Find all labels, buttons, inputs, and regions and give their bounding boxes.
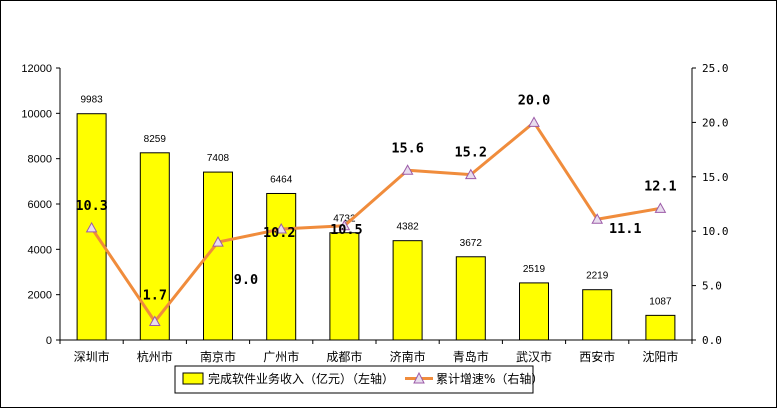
growth-point-marker [401, 164, 414, 175]
bar [266, 192, 297, 341]
growth-point-marker [654, 202, 667, 213]
legend-line-marker [413, 371, 425, 384]
bar-value-label: 1087 [649, 296, 672, 307]
growth-value-label: 10.3 [75, 198, 108, 214]
growth-value-label: 11.1 [609, 221, 642, 237]
left-axis-tick-label: 4000 [28, 244, 52, 256]
category-label: 济南市 [390, 349, 426, 364]
left-axis-tick-label: 0 [46, 335, 52, 347]
left-axis-tick-label: 2000 [28, 290, 52, 302]
bar-value-label: 6464 [270, 174, 293, 185]
category-label: 西安市 [579, 349, 615, 364]
growth-value-label: 20.0 [518, 92, 551, 108]
right-axis-tick-label: 0.0 [702, 334, 722, 347]
bar [139, 152, 170, 341]
category-label: 青岛市 [453, 349, 489, 364]
legend-bar-label: 完成软件业务收入（亿元）（左轴） [208, 371, 394, 386]
bar [329, 232, 360, 341]
category-label: 广州市 [263, 349, 299, 364]
bar [582, 289, 613, 341]
right-axis-tick-label: 10.0 [702, 225, 729, 238]
growth-point-marker [464, 168, 477, 180]
left-axis-tick-label: 8000 [28, 154, 52, 166]
right-axis-tick-label: 15.0 [702, 171, 729, 184]
bar [519, 282, 549, 341]
growth-point-marker [148, 315, 161, 327]
growth-point-marker [212, 236, 224, 247]
bar-value-label: 2219 [586, 271, 609, 282]
bar-value-label: 2519 [523, 264, 546, 275]
bar [645, 314, 676, 341]
category-label: 武汉市 [516, 349, 552, 364]
bar [392, 240, 423, 341]
left-axis-tick-label: 6000 [28, 199, 52, 211]
growth-value-label: 10.2 [263, 225, 296, 241]
bar [455, 256, 486, 341]
growth-value-label: 9.0 [234, 272, 258, 288]
legend-bar-swatch [182, 372, 204, 385]
bar-value-label: 8259 [144, 134, 167, 145]
growth-value-label: 1.7 [143, 288, 167, 304]
bar-value-label: 9983 [80, 95, 103, 106]
growth-point-marker [275, 222, 288, 234]
bar-value-label: 4382 [396, 222, 419, 233]
left-axis-tick-label: 12000 [21, 63, 52, 75]
growth-line [90, 120, 661, 324]
bar-value-label: 4732 [333, 214, 356, 225]
right-axis-tick-label: 5.0 [702, 280, 722, 293]
growth-value-label: 15.2 [455, 145, 488, 161]
category-label: 杭州市 [137, 349, 173, 364]
category-label: 成都市 [326, 349, 362, 364]
growth-point-marker [85, 221, 98, 233]
legend-box [174, 365, 534, 394]
right-axis-tick-label: 20.0 [702, 116, 729, 129]
growth-value-label: 10.5 [330, 222, 363, 238]
left-axis-tick-label: 10000 [21, 108, 52, 120]
growth-value-label: 12.1 [644, 178, 677, 194]
bar-value-label: 3672 [460, 238, 483, 249]
category-label: 南京市 [200, 349, 236, 364]
category-label: 深圳市 [74, 349, 110, 364]
legend-line-label: 累计增速%（右轴） [436, 371, 543, 386]
right-axis-tick-label: 25.0 [702, 62, 729, 75]
growth-value-label: 15.6 [391, 140, 424, 156]
category-label: 沈阳市 [642, 349, 678, 364]
growth-point-marker [338, 219, 351, 231]
growth-point-marker [591, 213, 604, 224]
growth-point-marker [528, 116, 540, 127]
bar-value-label: 7408 [207, 153, 230, 164]
